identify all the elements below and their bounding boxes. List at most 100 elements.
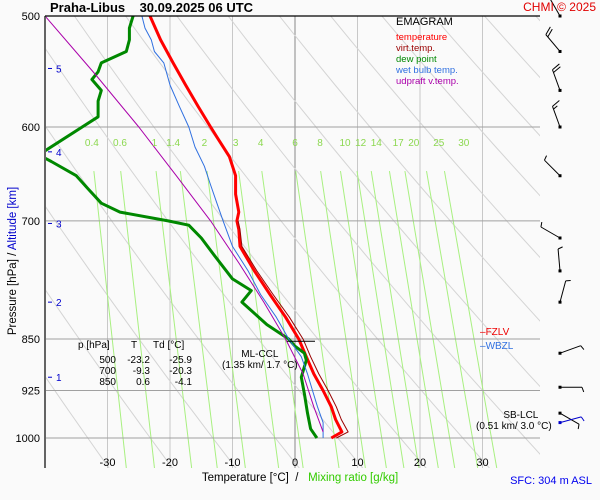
dry-adiabat <box>46 126 300 468</box>
dry-adiabat <box>46 206 237 468</box>
wind-barb <box>540 221 562 240</box>
mixing-ratio-line <box>179 170 218 468</box>
barb-feather <box>580 416 585 422</box>
temperature-tick-label: 10 <box>351 457 363 469</box>
dry-adiabat <box>279 16 540 322</box>
mixing-ratio-label: 3 <box>233 138 239 149</box>
isotherm-gridlines <box>107 16 483 468</box>
barb-feather <box>552 100 560 107</box>
wind-barb <box>545 26 562 53</box>
ml-ccl-value: (1.35 km/ 1.7 °C) <box>222 360 298 371</box>
wbzl-marker: –WBZL <box>480 341 514 352</box>
barb-feather <box>577 424 580 430</box>
x-axis-sep: / <box>295 472 299 484</box>
temperature-tick-label: -30 <box>100 457 116 469</box>
temperature-tick-label: 0 <box>292 457 298 469</box>
barb-feather <box>543 155 548 161</box>
barb-shaft <box>550 0 561 17</box>
y-axis-pressure-label: Pressure [hPa] <box>7 259 19 336</box>
col-td: Td [°C] <box>153 340 185 351</box>
barb-shaft <box>559 416 582 424</box>
surface-wind-barb <box>558 416 585 425</box>
wind-barb <box>558 279 571 304</box>
barb-feather <box>557 246 563 250</box>
mixing-ratio-line <box>388 170 439 468</box>
mixing-ratio-label: 1 <box>152 138 158 149</box>
copyright: CHMI © 2025 <box>523 0 596 14</box>
dry-adiabat <box>73 16 427 468</box>
tick-labels: 0.4 0.6 1 1.4 2 3 4 6 8 10 12 14 17 20 25 3050060070085… <box>16 11 489 469</box>
wind-barb <box>552 100 562 129</box>
x-axis-temp-label: Temperature [°C] <box>201 472 289 484</box>
legend-item-virt-temp: virt.temp. <box>396 43 436 54</box>
legend-item-temperature: temperature <box>396 32 448 43</box>
y-axis-title: Pressure [hPa] / Altitude [km] <box>7 176 19 346</box>
altitude-tick-label: 2 <box>56 298 62 309</box>
surface-elevation: SFC: 304 m ASL <box>510 475 592 487</box>
mixing-ratio-line <box>370 170 420 468</box>
legend-item-dew-point: dew point <box>396 54 437 65</box>
profile-series <box>46 16 349 440</box>
mixing-ratio-label: 20 <box>408 138 420 149</box>
barb-shaft <box>552 69 561 91</box>
barb-feather <box>540 221 543 228</box>
altitude-tick-label: 5 <box>56 64 62 75</box>
barb-shaft <box>559 280 567 303</box>
altitude-tick-label: 3 <box>56 219 62 230</box>
cell: -23.2 <box>127 355 150 366</box>
sb-lcl-label: SB-LCL <box>503 410 539 421</box>
mixing-ratio-line <box>238 170 280 468</box>
altitude-tick-label: 1 <box>56 373 62 384</box>
table-row: 850 0.6 -4.1 <box>78 377 195 388</box>
wind-barb <box>558 345 585 355</box>
mixing-ratio-line <box>261 170 304 468</box>
dry-adiabat <box>484 16 540 79</box>
x-axis-title: Temperature [°C] / Mixing ratio [g/kg] <box>0 472 600 484</box>
temperature-tick-label: -20 <box>162 457 178 469</box>
dry-adiabat <box>46 376 110 468</box>
dry-adiabat <box>227 16 540 388</box>
mixing-ratio-label: 25 <box>433 138 445 149</box>
wind-barb <box>543 155 562 178</box>
cell: -20.3 <box>169 366 192 377</box>
legend-title: EMAGRAM <box>396 16 453 28</box>
dry-adiabat <box>46 48 364 468</box>
legend-item-updraft: udpraft v.temp. <box>396 76 459 87</box>
col-t: T <box>130 340 138 351</box>
series-udpraft-v-temp <box>46 16 324 433</box>
mixing-ratio-line <box>443 170 498 468</box>
barb-shaft <box>559 345 581 354</box>
barb-shaft <box>552 106 561 128</box>
temperature-tick-label: -10 <box>225 457 241 469</box>
mixing-ratio-line <box>120 170 155 468</box>
wind-barb <box>550 0 562 18</box>
isobar-gridlines <box>46 126 540 439</box>
ml-ccl-label: ML-CCL <box>241 349 279 360</box>
legend: EMAGRAM temperature virt.temp. dew point… <box>396 16 459 88</box>
cell: 700 <box>99 366 116 377</box>
cell: -4.1 <box>174 377 192 388</box>
mixing-ratio-line <box>295 170 340 468</box>
mixing-ratio-line <box>206 170 246 468</box>
dry-adiabat <box>381 16 540 197</box>
altitude-tick-label: 4 <box>56 148 62 159</box>
pressure-tick-label: 700 <box>22 216 40 228</box>
wbzl-label: WBZL <box>485 341 514 352</box>
mixing-ratio-line <box>426 170 479 468</box>
temperature-tick-label: 20 <box>414 457 426 469</box>
pressure-tick-label: 925 <box>22 386 40 398</box>
barb-feather <box>545 26 551 35</box>
table-row: 500 -23.2 -25.9 <box>78 355 195 366</box>
y-axis-sep: / <box>7 252 19 256</box>
barb-feather <box>553 66 561 73</box>
mixing-ratio-label: 12 <box>355 138 367 149</box>
wind-barb <box>552 63 562 92</box>
cell: -9.3 <box>132 366 150 377</box>
cell: -25.9 <box>169 355 192 366</box>
y-axis-altitude-label: Altitude [km] <box>7 186 19 251</box>
sb-lcl-annotation: SB-LCL (0.51 km/ 3.0 °C) <box>476 410 552 432</box>
dry-adiabats <box>46 16 540 468</box>
series-virt-temp <box>237 220 349 439</box>
wind-barb <box>557 246 563 273</box>
